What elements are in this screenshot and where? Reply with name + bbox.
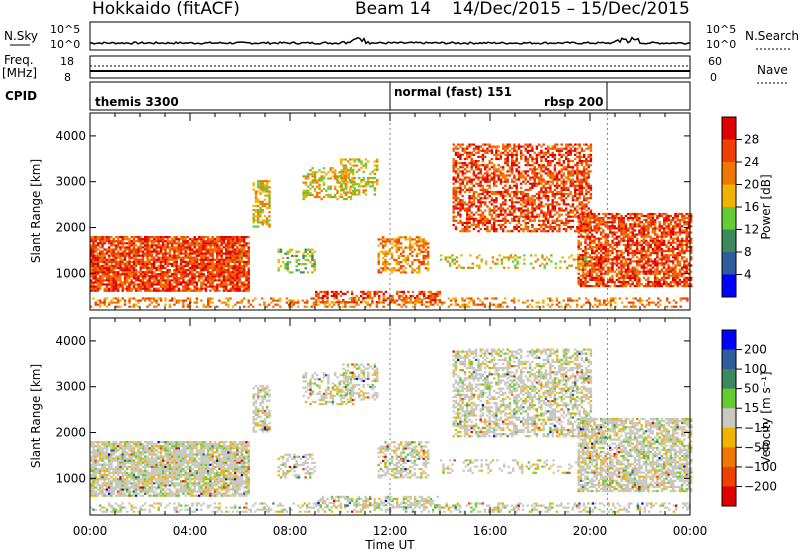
y-tick-label: 1000 — [55, 471, 86, 485]
colorbar-swatch — [722, 349, 736, 370]
nsky-tick-top: 10^5 — [50, 23, 80, 36]
colorbar-swatch — [722, 229, 736, 253]
colorbar-tick-label: 50 — [744, 382, 759, 396]
colorbar-tick-label: 20 — [744, 178, 759, 192]
colorbar-swatch — [722, 162, 736, 185]
x-tick-label: 16:00 — [473, 524, 508, 538]
x-tick-label: 12:00 — [373, 524, 408, 538]
x-tick-label: 00:00 — [73, 524, 108, 538]
freq-panel: Freq. [MHz] 18 8 60 0 Nave — [2, 53, 788, 84]
colorbar-swatch — [722, 274, 736, 298]
velocity-ylabel: Slant Range [km] — [29, 364, 43, 468]
colorbar-tick-label: 28 — [744, 133, 759, 147]
colorbar-swatch — [722, 139, 736, 163]
colorbar-swatch — [722, 117, 736, 140]
cpid-label: CPID — [5, 89, 37, 103]
colorbar-swatch — [722, 369, 736, 390]
colorbar-swatch — [722, 184, 736, 208]
cpid-mode-3: rbsp 200 — [544, 95, 603, 109]
nave-tick-bottom: 0 — [710, 71, 717, 84]
freq-label: Freq. — [4, 53, 34, 67]
y-tick-label: 2000 — [55, 221, 86, 235]
freq-tick-bottom: 8 — [64, 71, 71, 84]
power-panel: 1000 2000 3000 4000 Slant Range [km] — [29, 112, 693, 311]
colorbar-swatch — [722, 388, 736, 409]
colorbar-swatch — [722, 252, 736, 275]
date-range: 14/Dec/2015 – 15/Dec/2015 — [452, 0, 690, 19]
nsky-label: N.Sky — [4, 29, 38, 43]
freq-unit: [MHz] — [2, 66, 37, 80]
nsearch-label: N.Search — [745, 29, 799, 43]
velocity-colorbar: 200 100 50 15 −15 −50 −100 −200 Velocity [m s⁻¹… — [721, 329, 777, 507]
colorbar-tick-label: 8 — [744, 245, 752, 259]
y-tick-label: 4000 — [55, 129, 86, 143]
colorbar-tick-label: −15 — [744, 421, 769, 435]
colorbar-swatch — [722, 207, 736, 230]
colorbar-swatch — [722, 330, 736, 351]
time-axis: 00:00 04:00 08:00 12:00 16:00 20:00 00:00 — [73, 524, 708, 538]
colorbar-swatch — [722, 447, 736, 468]
cpid-mode-2: normal (fast) 151 — [394, 85, 512, 99]
cpid-mode-1: themis 3300 — [95, 95, 179, 109]
colorbar-tick-label: −100 — [744, 460, 777, 474]
y-tick-label: 3000 — [55, 380, 86, 394]
power-data-cells — [90, 113, 693, 310]
colorbar-swatch — [722, 408, 736, 429]
x-tick-label: 20:00 — [573, 524, 608, 538]
y-tick-label: 2000 — [55, 426, 86, 440]
velocity-panel: 1000 2000 3000 4000 Slant Range [km] — [29, 317, 693, 516]
y-tick-label: 1000 — [55, 266, 86, 280]
colorbar-tick-label: 24 — [744, 155, 759, 169]
colorbar-tick-label: −50 — [744, 440, 769, 454]
colorbar-swatch — [722, 486, 736, 507]
nave-label: Nave — [757, 63, 788, 77]
colorbar-tick-label: 16 — [744, 200, 759, 214]
x-tick-label: 00:00 — [673, 524, 708, 538]
colorbar-tick-label: −200 — [744, 479, 777, 493]
nsky-rtick-top: 10^5 — [706, 23, 736, 36]
power-colorbar-label: Power [dB] — [759, 174, 773, 239]
power-colorbar: 28 24 20 16 12 8 4 Power [dB] — [721, 116, 773, 298]
velocity-colorbar-label: Velocity [m s⁻¹] — [759, 371, 773, 464]
freq-tick-top: 18 — [60, 55, 74, 68]
y-tick-label: 3000 — [55, 175, 86, 189]
nsky-panel: N.Sky 10^5 10^0 10^5 10^0 N.Search — [4, 21, 799, 51]
colorbar-tick-label: 100 — [744, 362, 767, 376]
x-axis-label: Time UT — [364, 538, 415, 552]
colorbar-tick-label: 4 — [744, 268, 752, 282]
colorbar-tick-label: 15 — [744, 401, 759, 415]
station-title: Hokkaido (fitACF) — [92, 0, 240, 19]
colorbar-tick-label: 200 — [744, 343, 767, 357]
x-tick-label: 04:00 — [173, 524, 208, 538]
nsky-trace — [89, 36, 691, 45]
x-tick-label: 08:00 — [273, 524, 308, 538]
cpid-panel: CPID themis 3300 normal (fast) 151 rbsp … — [5, 81, 691, 111]
nsky-rtick-bottom: 10^0 — [706, 38, 736, 51]
beam-label: Beam 14 — [355, 0, 431, 19]
velocity-data-cells — [90, 318, 693, 515]
colorbar-swatch — [722, 427, 736, 448]
nsky-tick-bottom: 10^0 — [50, 38, 80, 51]
y-tick-label: 4000 — [55, 334, 86, 348]
colorbar-swatch — [722, 466, 736, 487]
power-ylabel: Slant Range [km] — [29, 159, 43, 263]
nave-tick-top: 60 — [708, 55, 722, 68]
colorbar-tick-label: 12 — [744, 223, 759, 237]
